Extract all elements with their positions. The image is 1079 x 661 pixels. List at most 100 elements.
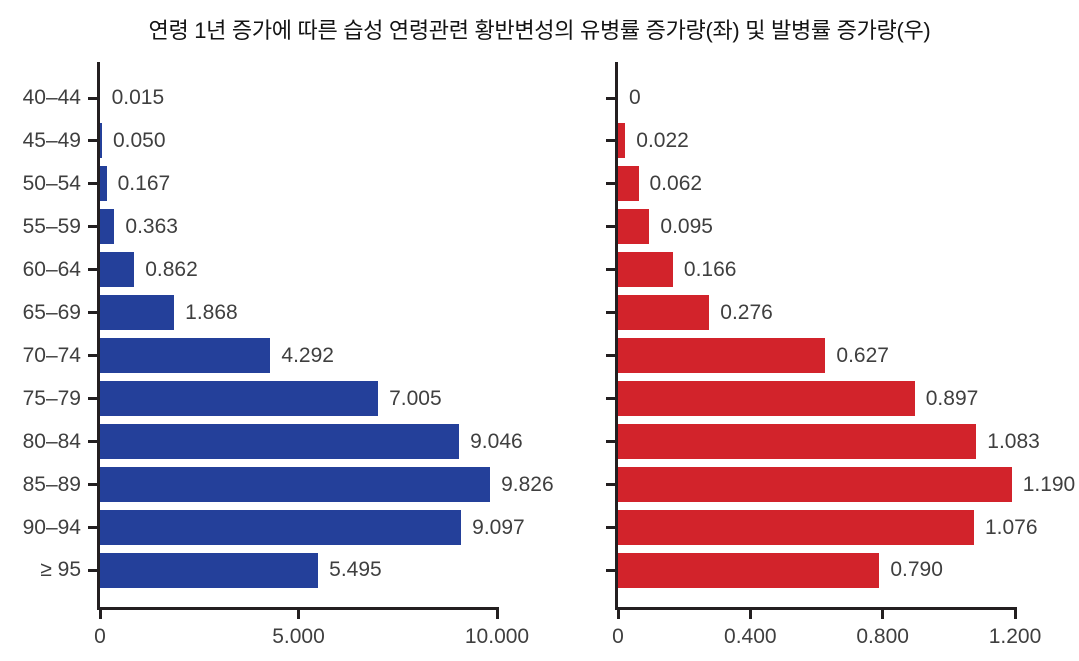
y-axis-tick bbox=[88, 526, 97, 529]
category-label: ≥ 95 bbox=[40, 558, 81, 582]
bar bbox=[100, 510, 462, 545]
value-label: 0.166 bbox=[683, 257, 737, 281]
y-axis-tick bbox=[88, 139, 97, 143]
y-axis-tick bbox=[88, 483, 97, 487]
bar bbox=[100, 467, 491, 503]
y-axis-tick bbox=[88, 568, 97, 572]
y-axis-tick bbox=[88, 397, 97, 401]
value-label: 1.190 bbox=[1022, 472, 1076, 496]
y-axis-tick bbox=[88, 182, 97, 186]
category-label: 90–94 bbox=[22, 515, 81, 539]
category-label: 75–79 bbox=[22, 386, 81, 410]
x-axis-tick-label: 0.400 bbox=[724, 625, 777, 648]
y-axis-tick bbox=[606, 268, 615, 272]
y-axis-tick bbox=[606, 397, 615, 401]
category-label: 55–59 bbox=[22, 214, 81, 238]
value-label: 1.868 bbox=[185, 300, 238, 324]
bar bbox=[618, 467, 1012, 503]
value-label: 9.097 bbox=[472, 515, 525, 539]
y-axis-tick bbox=[88, 268, 97, 272]
y-axis-tick bbox=[606, 568, 615, 572]
x-axis-tick-label: 0 bbox=[94, 625, 106, 648]
value-label: 0.167 bbox=[117, 171, 171, 195]
y-axis-tick bbox=[606, 440, 615, 444]
category-label: 50–54 bbox=[22, 171, 81, 195]
value-label: 9.826 bbox=[501, 472, 554, 496]
bar bbox=[100, 123, 102, 159]
value-label: 4.292 bbox=[281, 343, 334, 367]
value-label: 0.897 bbox=[925, 386, 979, 410]
bar bbox=[100, 381, 379, 417]
page-title: 연령 1년 증가에 따른 습성 연령관련 황반변성의 유병률 증가량(좌) 및 … bbox=[148, 18, 931, 43]
bar bbox=[618, 166, 639, 202]
category-label: 65–69 bbox=[22, 300, 81, 324]
bar bbox=[100, 295, 175, 331]
value-label: 1.076 bbox=[984, 515, 1038, 539]
bar bbox=[100, 209, 115, 245]
bar bbox=[618, 552, 880, 588]
bar bbox=[100, 252, 135, 288]
value-label: 0.015 bbox=[111, 86, 165, 109]
bar bbox=[618, 252, 673, 288]
y-axis-tick bbox=[88, 440, 97, 444]
y-axis-tick bbox=[88, 96, 97, 100]
value-label: 0.862 bbox=[145, 257, 198, 281]
bar bbox=[618, 338, 826, 374]
value-label: 0.062 bbox=[649, 171, 703, 195]
x-axis-tick-label: 10.000 bbox=[464, 625, 530, 648]
value-label: 1.083 bbox=[987, 429, 1040, 453]
category-label: 40–44 bbox=[22, 86, 81, 109]
value-label: 5.495 bbox=[329, 558, 382, 582]
bar bbox=[100, 424, 460, 460]
value-label: 0.050 bbox=[112, 128, 166, 152]
bar bbox=[618, 209, 650, 245]
value-label: 0 bbox=[629, 86, 641, 109]
x-axis-tick bbox=[297, 610, 300, 619]
bar bbox=[618, 510, 974, 545]
value-label: 0.790 bbox=[890, 558, 943, 582]
y-axis-tick bbox=[88, 311, 97, 315]
y-axis-line bbox=[97, 62, 100, 610]
x-axis-tick bbox=[881, 610, 885, 619]
bar bbox=[618, 424, 977, 460]
y-axis-tick bbox=[606, 139, 615, 143]
bar bbox=[618, 295, 710, 331]
y-axis-tick bbox=[606, 182, 615, 186]
x-axis-tick-label: 5.000 bbox=[272, 625, 325, 648]
x-axis-tick bbox=[748, 610, 752, 619]
y-axis-tick bbox=[606, 96, 615, 100]
y-axis-tick bbox=[606, 526, 615, 529]
x-axis-tick bbox=[98, 610, 102, 619]
value-label: 0.022 bbox=[636, 128, 689, 152]
category-label: 80–84 bbox=[22, 429, 81, 453]
value-label: 0.276 bbox=[720, 300, 773, 324]
category-label: 85–89 bbox=[22, 472, 81, 496]
value-label: 9.046 bbox=[470, 429, 523, 453]
bar bbox=[100, 552, 319, 588]
x-axis-line bbox=[615, 607, 1017, 610]
y-axis-tick bbox=[606, 483, 615, 487]
y-axis-line bbox=[615, 62, 618, 610]
bar bbox=[100, 338, 271, 374]
y-axis-tick bbox=[606, 225, 615, 229]
x-axis-tick-label: 0 bbox=[612, 625, 624, 648]
category-label: 60–64 bbox=[22, 257, 81, 281]
value-label: 7.005 bbox=[389, 386, 442, 410]
y-axis-tick bbox=[88, 225, 97, 229]
x-axis-tick-label: 0.800 bbox=[856, 625, 909, 648]
category-label: 45–49 bbox=[22, 128, 81, 152]
x-axis-tick-label: 1.200 bbox=[988, 625, 1042, 648]
bar bbox=[100, 166, 107, 202]
y-axis-tick bbox=[88, 354, 97, 358]
y-axis-tick bbox=[606, 354, 615, 358]
value-label: 0.095 bbox=[660, 214, 713, 238]
x-axis-tick bbox=[1013, 610, 1017, 619]
x-axis-tick bbox=[495, 610, 499, 619]
x-axis-tick bbox=[616, 610, 620, 619]
bar bbox=[618, 123, 626, 159]
value-label: 0.627 bbox=[836, 343, 889, 367]
y-axis-tick bbox=[606, 311, 615, 315]
bar bbox=[618, 381, 915, 417]
